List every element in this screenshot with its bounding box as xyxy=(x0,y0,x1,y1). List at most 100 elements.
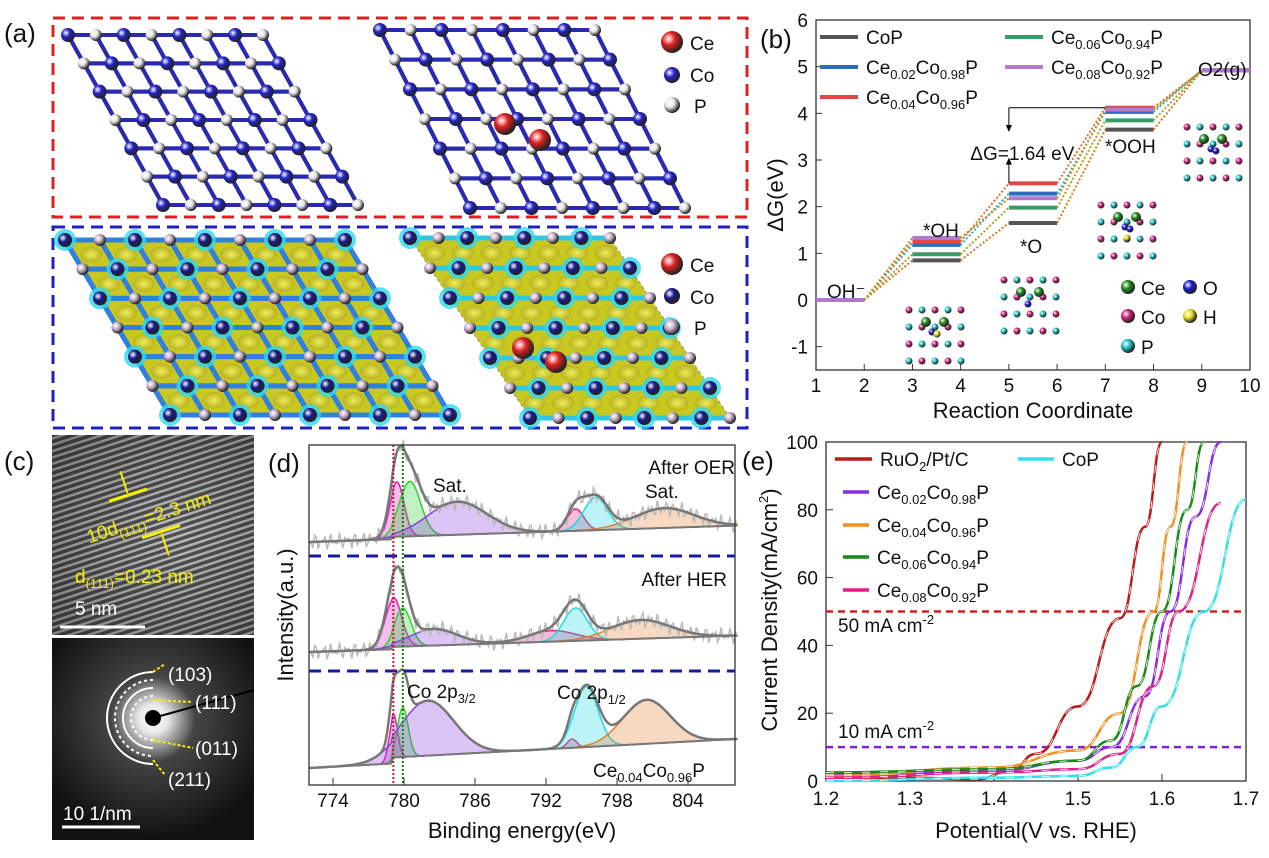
atom-p xyxy=(109,114,122,126)
atom-p xyxy=(541,113,554,125)
ref-label-10: 10 mA cm-2 xyxy=(838,718,934,743)
atom-co xyxy=(463,201,477,215)
atom-gce xyxy=(1034,287,1044,297)
atom-legend-bottom: Ce Co P xyxy=(690,256,714,340)
atom-p2 xyxy=(521,322,534,334)
isosurface xyxy=(202,334,225,351)
isosurface xyxy=(666,395,689,411)
polarization-curve xyxy=(825,501,1222,779)
x-tick-label: 792 xyxy=(530,791,562,812)
arrow-head xyxy=(1005,125,1012,132)
atom-gco xyxy=(1123,201,1131,209)
atom-legend-top: Ce Co P xyxy=(690,34,714,118)
atom-gp xyxy=(1183,140,1191,148)
atom-co2 xyxy=(338,233,352,247)
connector xyxy=(1152,69,1203,131)
connector xyxy=(863,253,914,301)
atom-gco xyxy=(1196,174,1204,182)
state-label-o: *O xyxy=(1020,237,1042,258)
state-label-oh: *OH xyxy=(923,221,959,242)
atom-co2 xyxy=(390,378,405,393)
atom-gp xyxy=(918,340,926,348)
crystal-structure xyxy=(399,227,736,429)
atom-co xyxy=(403,82,417,97)
connector xyxy=(1056,119,1107,209)
isosurface xyxy=(589,365,611,381)
atom-gco xyxy=(1097,235,1105,243)
panel-c: (c) 10d(111)=2.3 nm d(111)=0.23 nm 5 nm … xyxy=(4,435,255,840)
atom-gco xyxy=(957,340,965,348)
x-tick-label: 1.3 xyxy=(897,789,923,810)
atom-gp xyxy=(1097,252,1105,260)
state-label-ooh: *OOH xyxy=(1105,137,1156,158)
legend-label: Ce0.04Co0.96P xyxy=(866,88,978,112)
hrtem-scale-label: 5 nm xyxy=(75,599,117,620)
background xyxy=(309,524,738,543)
atom-p xyxy=(165,114,178,126)
isosurface xyxy=(637,395,660,411)
atom-p2 xyxy=(164,234,176,246)
atom-gce xyxy=(1199,134,1209,144)
y-tick-label: 1 xyxy=(797,244,808,265)
spacing-marker-top xyxy=(108,487,148,503)
atom-co2 xyxy=(523,411,537,425)
atom-co2 xyxy=(637,411,652,425)
atom-gco xyxy=(1026,310,1034,318)
atom-co2 xyxy=(110,262,125,277)
crystal-structure xyxy=(61,28,364,212)
atom-legend-label: H xyxy=(1203,308,1217,329)
atom-co xyxy=(464,82,479,97)
isosurface xyxy=(290,363,313,380)
atom-p2 xyxy=(489,232,502,244)
atom-p2 xyxy=(321,321,334,334)
saed-scale-label: 10 1/nm xyxy=(63,804,132,825)
isosurface xyxy=(115,304,138,321)
atom-co xyxy=(104,56,119,71)
atom-p xyxy=(404,24,417,36)
isosurface xyxy=(586,275,609,291)
atom-co2 xyxy=(250,262,265,277)
atom-co xyxy=(571,112,586,126)
co-2p12-label: Co 2p1/2 xyxy=(557,683,626,707)
atom-ce xyxy=(545,351,567,373)
isosurface xyxy=(694,395,717,411)
atom-co xyxy=(418,52,433,67)
atom-gp xyxy=(1013,310,1021,318)
atom-gp xyxy=(1121,339,1135,353)
atom-ce xyxy=(661,31,683,53)
atom-co2 xyxy=(531,381,546,395)
isosurface xyxy=(272,275,295,292)
isosurface xyxy=(325,304,348,321)
isosurface xyxy=(520,305,543,321)
atom-co2 xyxy=(408,349,422,364)
atom-co2 xyxy=(58,233,72,247)
atom-p2 xyxy=(409,409,421,421)
atom-p xyxy=(208,142,221,155)
atom-p2 xyxy=(432,232,445,244)
atom-p2 xyxy=(216,263,229,276)
atom-co xyxy=(216,56,231,71)
saed-rings xyxy=(106,663,194,776)
atom-co2 xyxy=(548,321,563,335)
atom-gco xyxy=(1222,174,1230,182)
legend-label: Ce0.08Co0.92P xyxy=(877,581,989,605)
plot-frame xyxy=(308,444,736,786)
atom-co xyxy=(267,198,282,212)
diffraction-ring xyxy=(114,679,154,757)
x-axis-label: Binding energy(eV) xyxy=(428,818,616,843)
atom-gco xyxy=(931,340,939,348)
isosurface xyxy=(443,275,466,291)
spacing-marker-bottom xyxy=(141,524,181,540)
atom-co2 xyxy=(483,351,497,365)
x-tick-label: 798 xyxy=(601,791,633,812)
atom-p2 xyxy=(199,292,211,305)
isosurface xyxy=(202,392,225,409)
isosurface xyxy=(594,245,617,261)
atom-co2 xyxy=(268,233,282,247)
isosurface xyxy=(360,304,383,321)
atom-gco xyxy=(1013,327,1021,335)
isosurface xyxy=(220,246,243,263)
atom-gco xyxy=(1235,157,1243,165)
